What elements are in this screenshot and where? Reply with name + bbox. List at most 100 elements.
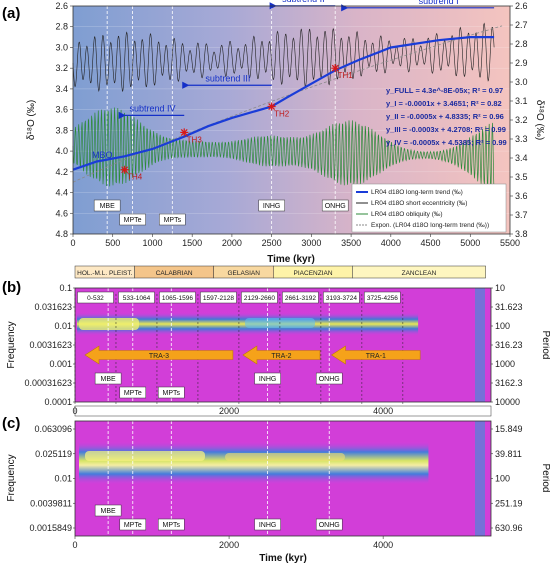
window-box: [282, 291, 319, 304]
x-tick-label: 2000: [222, 238, 242, 248]
x-tick-label: 5500: [500, 238, 520, 248]
panel-b-events: MBE MPTe MPTs INHG ONHG: [94, 372, 343, 399]
y-right-tick-label: 1000: [495, 359, 515, 369]
obliquity-series: [72, 107, 495, 192]
window-box: [323, 291, 360, 304]
trend-arrow: [330, 345, 421, 365]
y-right-tick-label: 100: [495, 321, 510, 331]
event-label: INHG: [263, 203, 281, 210]
stage-cell: [352, 265, 486, 279]
y-right-tick-label: 251.19: [495, 498, 523, 508]
panel-c-heatmap: [79, 421, 485, 536]
y-left-tick-label: 0.031623: [34, 302, 72, 312]
equation-iii: y_III = -0.0003x + 4.2708; R² = 0.99: [386, 125, 506, 134]
panel-b-chart: 0-532 533-1064 1065-1596 1597-2128 2129-2660…: [6, 283, 550, 417]
subtrend-label: subtrend III: [205, 73, 250, 83]
stage-label: GELASIAN: [227, 270, 260, 277]
panel-a-oscillations: [72, 22, 495, 192]
panel-c-events: MBE MPTe MPTs INHG ONHG: [94, 504, 343, 531]
threshold-label: TH2: [274, 110, 290, 119]
window-box: [118, 291, 155, 304]
panel-b-windows: 0-532 533-1064 1065-1596 1597-2128 2129-2660…: [77, 291, 401, 304]
y-right-tick-label: 630.96: [495, 523, 523, 533]
y-right-tick-label: 3.6: [515, 191, 528, 201]
x-tick-label: 4000: [381, 238, 401, 248]
window-box: [159, 291, 196, 304]
event-box: [119, 213, 146, 226]
legend-expon: Expon. (LR04 d18O long-term trend (‰)): [371, 222, 489, 229]
threshold-label: TH1: [338, 71, 354, 80]
y-right-tick-label: 2.7: [515, 20, 528, 30]
event-box: [158, 386, 185, 399]
event-box: [119, 518, 147, 531]
y-left-tick-label: 3.6: [55, 105, 68, 115]
window-label: 3725-4256: [367, 295, 398, 302]
panel-a-label: (a): [2, 5, 20, 22]
event-box: [254, 372, 281, 385]
subtrend-label: subtrend IV: [129, 103, 175, 113]
event-label: MBE: [101, 508, 117, 515]
threshold-marker: [120, 165, 129, 174]
subtrend-label: subtrend I: [419, 0, 459, 6]
panel-c-ylabel-left: Frequency: [6, 454, 17, 501]
y-left-tick-label: 0.01: [54, 474, 72, 484]
threshold-label: TH4: [127, 173, 143, 182]
panel-b-label: (b): [2, 279, 21, 296]
x-tick-label: 2000: [219, 540, 239, 550]
y-left-tick-label: 0.0031623: [29, 340, 72, 350]
trend-arrow: [84, 345, 234, 365]
y-left-tick-label: 2.8: [55, 22, 68, 32]
window-label: 3193-3724: [326, 295, 357, 302]
y-right-tick-label: 3.1: [515, 96, 528, 106]
event-label: MPTs: [164, 217, 182, 224]
y-right-tick-label: 316.23: [495, 340, 523, 350]
event-label: ONHG: [319, 522, 340, 529]
event-label: MPTs: [163, 390, 181, 397]
window-box: [77, 291, 114, 304]
stage-bar: HOL.-M.L. PLEIST. CALABRIAN GELASIAN PIACEN…: [74, 265, 486, 279]
window-label: 533-1064: [123, 295, 151, 302]
equation-full: y_FULL = 4.3e^-8E-05x; R² = 0.97: [386, 86, 503, 95]
panel-a-events: MBE MPTe MPTs INHG ONHG: [93, 199, 349, 226]
event-box: [315, 372, 343, 385]
y-left-tick-label: 0.063096: [34, 424, 72, 434]
y-left-tick-label: 4.8: [55, 229, 68, 239]
y-left-tick-label: 0.0001: [44, 397, 72, 407]
event-box: [258, 199, 285, 212]
y-left-tick-label: 3.8: [55, 125, 68, 135]
threshold-marker: [267, 102, 276, 111]
panel-b-ylabel-right: Period: [540, 331, 550, 360]
stage-label: PIACENZIAN: [294, 270, 333, 277]
panel-c-chart: MBE MPTe MPTs INHG ONHG 0.063096 0.025119 0.01…: [6, 420, 550, 564]
x-tick-label: 4000: [373, 406, 393, 416]
panel-c-xlabel: Time (kyr): [259, 553, 307, 564]
trend-arrow-label: TRA-1: [366, 353, 386, 360]
panel-b-axes: 0.1 0.031623 0.01 0.0031623 0.001 0.00031623 0…: [24, 283, 523, 417]
y-left-tick-label: 0.025119: [35, 449, 72, 459]
event-box: [254, 518, 281, 531]
y-left-tick-label: 0.0039811: [30, 498, 72, 508]
legend-obliquity: LR04 d18O obliquity (‰): [371, 211, 443, 218]
y-left-tick-label: 0.001: [49, 359, 72, 369]
event-box: [94, 372, 122, 385]
y-right-tick-label: 10000: [495, 397, 520, 407]
x-tick-label: 4000: [373, 540, 393, 550]
y-left-tick-label: 0.1: [59, 283, 72, 293]
obliquity-band: [79, 441, 429, 485]
stage-label: ZANCLEAN: [402, 270, 437, 277]
y-right-tick-label: 3.3: [515, 134, 528, 144]
stage-label: CALABRIAN: [156, 270, 193, 277]
equation-ii: y_II = -0.0005x + 4.8335; R² = 0.96: [386, 112, 504, 121]
y-right-tick-label: 2.9: [515, 58, 528, 68]
power-peak: [79, 318, 139, 330]
threshold-marker: [331, 64, 340, 73]
window-label: 1065-1596: [162, 295, 193, 302]
window-box: [364, 291, 401, 304]
event-label: INHG: [259, 376, 277, 383]
event-label: ONHG: [319, 376, 340, 383]
eccentricity-series: [72, 22, 495, 93]
legend-trend: LR04 d18O long-term trend (‰): [371, 189, 463, 196]
window-box: [200, 291, 237, 304]
y-left-tick-label: 3.2: [55, 63, 68, 73]
